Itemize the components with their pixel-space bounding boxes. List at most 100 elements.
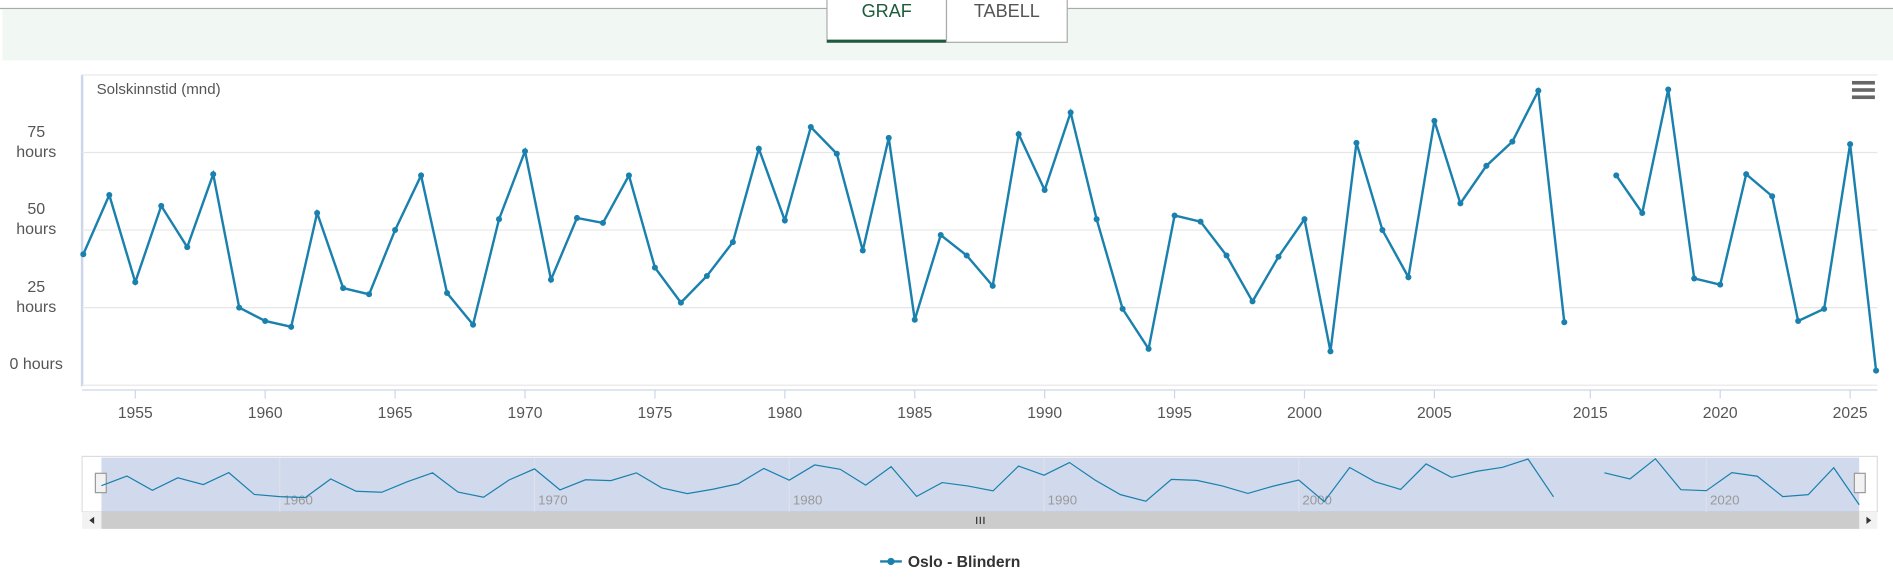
x-tick-label: 2025 [1833,405,1868,422]
navigator-frame [81,455,1878,513]
x-tick-label: 1955 [118,405,153,422]
data-point [911,316,918,323]
data-point [262,317,269,324]
navigator-handle[interactable] [94,472,107,494]
scroll-left[interactable] [89,516,95,525]
navigator-mask[interactable] [101,457,1860,512]
data-point [729,239,736,246]
data-point [989,282,996,289]
data-point [625,172,632,179]
data-point [1639,209,1646,217]
tab-label[interactable]: GRAF [862,1,912,21]
data-point [1483,162,1490,169]
x-tick-label: 1975 [637,405,672,422]
scroll-right[interactable] [1866,516,1872,525]
x-tick-label: 1995 [1157,405,1192,422]
x-tick-label: 1990 [1027,405,1062,422]
data-point [392,227,399,234]
x-tick-label: 1980 [767,405,802,422]
data-point [314,209,321,217]
data-point [366,291,373,298]
data-point [651,264,658,271]
data-point [1561,319,1568,326]
data-point [1197,218,1204,225]
data-point [158,202,165,209]
y-tick-label: 25 hours [16,278,57,316]
data-point [1145,345,1152,352]
data-point [1769,193,1776,200]
navigator-line [1604,457,1860,506]
data-point [1067,109,1074,116]
navigator-handle[interactable] [1853,472,1866,494]
data-point [1457,200,1464,207]
menu-button[interactable] [1851,80,1875,100]
navigator-line [101,458,1554,503]
data-point [1535,87,1542,94]
x-tick-label: 2015 [1573,405,1608,422]
data-point [677,299,684,306]
data-point [444,290,451,297]
tab[interactable]: TABELL [945,0,1068,43]
data-point [859,247,866,254]
data-point [106,191,113,199]
navigator-tick-label: 1990 [1048,493,1078,508]
data-point [80,251,87,258]
data-point [132,279,139,286]
data-point [1405,274,1412,281]
data-point [496,216,503,223]
y-tick-label: 75 hours [16,123,57,161]
data-point [1873,367,1880,374]
data-point [1093,216,1100,223]
data-point [1353,139,1360,146]
scroll-grip [976,516,985,525]
data-point [1743,171,1750,178]
data-point [1223,252,1230,259]
series-line [82,86,1566,353]
x-tick-label: 1965 [378,405,413,422]
data-point [1795,317,1802,324]
data-point [937,231,944,239]
data-point [781,217,788,224]
y-tick-label: 0 hours [9,356,63,374]
data-point [418,172,425,179]
data-point [470,321,477,328]
data-point [210,171,217,178]
data-point [1613,172,1620,179]
data-point [1301,216,1308,223]
data-point [1691,275,1698,282]
data-point [885,134,892,141]
navigator-tick-label: 2020 [1710,493,1740,508]
chart-title: Solskinnstid (mnd) [97,81,221,98]
data-point [1171,212,1178,219]
data-point [1431,117,1438,124]
data-point [1015,131,1022,138]
data-point [1119,305,1126,312]
x-tick-label: 2005 [1417,405,1452,422]
x-tick-label: 1960 [248,405,283,422]
data-point [1821,305,1828,312]
navigator-tick-label: 1980 [793,493,823,508]
tab[interactable]: GRAF [826,0,948,43]
legend-item[interactable]: Oslo - Blindern [880,554,1020,571]
data-point [1717,281,1724,288]
data-point [521,148,529,155]
data-point [1847,141,1854,148]
data-point [547,276,555,283]
legend-label: Oslo - Blindern [908,554,1020,571]
data-point [1509,138,1516,145]
x-tick-label: 2000 [1287,405,1322,422]
x-tick-label: 1970 [508,405,543,422]
navigator-tick-label: 1970 [538,493,568,508]
legend-symbol [887,557,895,566]
tab-label[interactable]: TABELL [974,1,1040,21]
data-point [599,219,606,226]
data-point [573,214,580,221]
data-point [807,124,814,131]
data-point [184,244,191,251]
y-tick-label: 50 hours [16,201,57,239]
data-point [833,150,840,157]
data-point [703,272,710,279]
data-point [236,304,243,311]
